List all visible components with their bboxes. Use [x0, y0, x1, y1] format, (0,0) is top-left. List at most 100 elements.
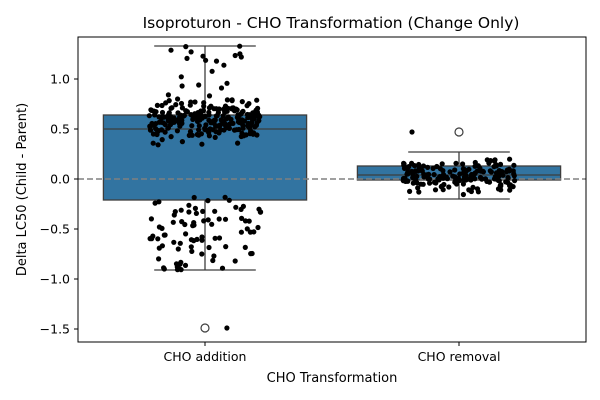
data-point	[179, 83, 185, 89]
data-point	[505, 175, 511, 181]
data-point	[415, 185, 421, 191]
y-tick-label: 0.5	[50, 122, 70, 137]
data-point	[424, 172, 430, 178]
data-point	[168, 47, 174, 53]
data-point	[209, 68, 215, 74]
data-point	[168, 105, 174, 111]
data-point	[453, 160, 459, 166]
data-point	[460, 161, 466, 167]
data-point	[178, 74, 184, 80]
data-point	[186, 209, 192, 215]
data-point	[200, 53, 206, 59]
data-point	[213, 58, 220, 64]
data-point	[201, 218, 207, 224]
data-point	[221, 62, 227, 68]
data-point	[246, 101, 252, 107]
strip-points-2	[400, 129, 518, 198]
x-tick-label: CHO addition	[164, 349, 247, 364]
data-point	[194, 118, 201, 124]
data-point	[470, 184, 476, 190]
data-point	[251, 229, 257, 235]
data-point	[170, 219, 176, 225]
data-point	[507, 156, 513, 162]
data-point	[192, 99, 198, 105]
y-tick-label: 1.0	[50, 72, 70, 87]
data-point	[239, 117, 245, 123]
data-point	[239, 109, 245, 115]
y-tick-label: 0.0	[50, 172, 70, 187]
data-point	[210, 257, 216, 264]
data-point	[430, 165, 436, 171]
data-point	[452, 167, 458, 173]
data-point	[233, 204, 239, 210]
data-point	[177, 240, 183, 246]
y-axis: −1.5 −1.0 −0.5 0.0 0.5 1.0	[40, 72, 78, 337]
data-point	[239, 130, 245, 136]
data-point	[184, 55, 190, 62]
data-point	[492, 174, 498, 180]
outlier-marker	[200, 323, 210, 333]
data-point	[415, 168, 421, 174]
data-point	[437, 166, 443, 172]
data-point	[404, 165, 410, 171]
data-point	[507, 187, 513, 193]
data-point	[510, 168, 516, 174]
data-point	[168, 134, 174, 140]
data-point	[460, 191, 466, 198]
data-point	[469, 171, 475, 178]
data-point	[153, 126, 159, 132]
data-point	[511, 173, 517, 179]
data-point	[199, 234, 205, 240]
data-point	[214, 113, 220, 119]
data-point	[165, 92, 171, 98]
data-point	[487, 168, 493, 174]
box-group-2	[356, 127, 562, 200]
data-point	[425, 164, 431, 170]
data-point	[166, 98, 172, 104]
data-point	[440, 187, 446, 193]
data-point	[175, 246, 181, 252]
data-point	[151, 108, 157, 114]
data-point	[252, 124, 258, 130]
data-point	[411, 163, 418, 169]
data-point	[496, 178, 502, 184]
data-point	[151, 122, 157, 128]
data-point	[159, 109, 166, 116]
data-point	[510, 184, 516, 190]
data-point	[155, 236, 161, 242]
data-point	[166, 110, 172, 116]
data-point	[407, 188, 413, 194]
data-point	[173, 117, 179, 123]
data-point	[227, 121, 233, 127]
data-point	[242, 244, 248, 250]
data-point	[179, 105, 185, 111]
data-point	[156, 245, 162, 251]
data-point	[211, 120, 217, 126]
data-point	[155, 142, 161, 148]
data-point	[198, 131, 204, 137]
data-point	[159, 225, 165, 231]
data-point	[497, 183, 503, 189]
data-point	[162, 232, 168, 238]
data-point	[183, 231, 189, 237]
data-point	[217, 123, 223, 129]
data-point	[499, 169, 505, 175]
data-point	[219, 265, 226, 271]
outlier-marker	[454, 127, 464, 137]
data-point	[201, 103, 207, 109]
data-point	[222, 109, 228, 115]
plot-frame	[77, 36, 587, 343]
data-point	[457, 177, 463, 183]
data-point	[191, 194, 197, 201]
data-point	[493, 163, 499, 169]
data-point	[506, 168, 512, 174]
data-point	[446, 184, 452, 190]
data-point	[211, 253, 217, 259]
data-point	[188, 99, 194, 105]
data-point	[156, 119, 162, 125]
data-point	[401, 161, 407, 167]
data-point	[196, 127, 202, 133]
data-point	[224, 80, 230, 86]
data-point	[477, 168, 483, 174]
